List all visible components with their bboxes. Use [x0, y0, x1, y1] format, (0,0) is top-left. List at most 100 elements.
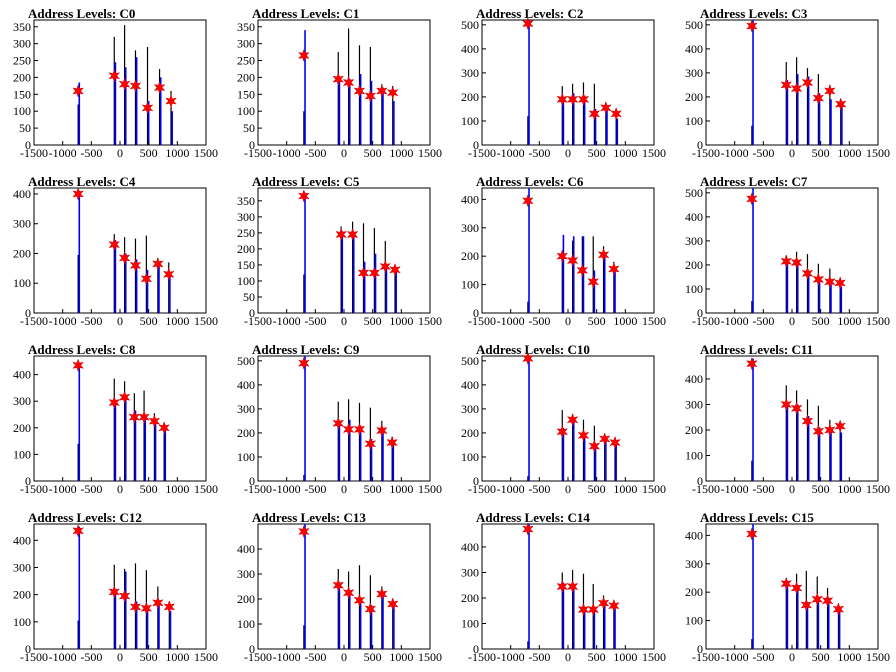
- level-marker: [812, 272, 825, 287]
- y-tick-label: 300: [685, 66, 703, 80]
- x-tick-label: -1000: [497, 314, 525, 328]
- y-tick-label: 400: [237, 378, 255, 392]
- level-marker: [151, 257, 164, 271]
- y-tick-label: 300: [685, 557, 703, 571]
- y-tick-label: 400: [685, 42, 703, 56]
- chart-svg: 0 100 200 300 400 -1500 -1000 -500 0 500 1000 1500: [13, 355, 218, 496]
- x-tick-label: -1500: [692, 146, 720, 160]
- level-marker: [342, 75, 355, 90]
- chart-title: Address Levels: C0: [28, 6, 136, 21]
- x-tick-label: 1000: [165, 482, 189, 496]
- x-tick-label: 0: [789, 482, 795, 496]
- x-tick-label: 1500: [418, 146, 442, 160]
- level-marker: [609, 435, 621, 450]
- plot-frame: [33, 523, 207, 650]
- y-tick-label: 300: [13, 217, 31, 231]
- x-tick-label: -1500: [692, 650, 720, 664]
- x-tick-label: -1000: [721, 650, 749, 664]
- plot-frame: [33, 187, 207, 314]
- level-marker: [72, 187, 84, 201]
- y-tick-label: 50: [19, 121, 31, 135]
- plot-frame: [257, 19, 431, 146]
- x-tick-label: -500: [528, 482, 550, 496]
- y-tick-label: 0: [249, 138, 255, 152]
- level-marker: [790, 581, 803, 595]
- level-marker: [118, 390, 131, 404]
- y-tick-label: 250: [237, 54, 255, 68]
- level-marker: [577, 428, 590, 443]
- y-tick-label: 0: [249, 642, 255, 656]
- level-marker: [72, 358, 84, 373]
- chart-svg: 0 100 200 300 400 -1500 -1000 -500 0 500 1000 1500: [13, 523, 218, 664]
- level-marker: [118, 589, 131, 603]
- x-tick-label: -500: [304, 482, 326, 496]
- level-marker: [298, 356, 310, 370]
- level-marker: [332, 416, 345, 431]
- x-tick-label: 500: [812, 650, 830, 664]
- chart-title: Address Levels: C1: [252, 6, 360, 21]
- x-tick-label: 1500: [642, 650, 666, 664]
- level-marker: [129, 79, 142, 93]
- level-marker: [364, 602, 377, 616]
- x-tick-label: 1000: [165, 146, 189, 160]
- x-tick-label: -1000: [273, 146, 301, 160]
- level-marker: [556, 424, 569, 439]
- y-tick-label: 300: [685, 234, 703, 248]
- level-marker: [780, 397, 793, 412]
- x-tick-label: 0: [341, 314, 347, 328]
- level-marker: [556, 579, 569, 594]
- chart-svg: 0 50 100 150 200 250 300 350 -1500 -1000 -500 0 500 1…: [237, 19, 442, 160]
- y-tick-label: 0: [697, 474, 703, 488]
- level-marker: [610, 106, 623, 121]
- y-tick-label: 0: [25, 138, 31, 152]
- level-marker: [598, 432, 611, 446]
- chart-panel: Address Levels: C10 0 100 200 300 400 500 -1500…: [448, 336, 672, 504]
- level-marker: [576, 263, 589, 278]
- y-tick-label: 400: [13, 368, 31, 382]
- x-tick-label: 500: [140, 482, 158, 496]
- level-marker: [566, 253, 579, 268]
- y-tick-label: 0: [473, 474, 479, 488]
- level-marker: [588, 106, 601, 121]
- y-tick-label: 100: [237, 274, 255, 288]
- y-tick-label: 500: [461, 354, 479, 368]
- x-tick-label: 1500: [194, 482, 218, 496]
- y-tick-label: 200: [461, 90, 479, 104]
- y-tick-label: 400: [685, 210, 703, 224]
- x-tick-label: -1500: [468, 314, 496, 328]
- level-marker: [780, 254, 793, 269]
- x-tick-label: -500: [528, 650, 550, 664]
- y-tick-label: 100: [13, 276, 31, 290]
- x-tick-label: 500: [588, 146, 606, 160]
- level-marker: [522, 351, 534, 366]
- x-tick-label: 1000: [613, 482, 637, 496]
- x-tick-label: -500: [752, 146, 774, 160]
- y-tick-label: 0: [473, 306, 479, 320]
- level-marker: [165, 94, 177, 108]
- chart-title: Address Levels: C11: [700, 342, 814, 357]
- x-tick-label: -1500: [244, 650, 272, 664]
- y-tick-label: 100: [461, 114, 479, 128]
- plot-frame: [33, 355, 207, 482]
- x-tick-label: -500: [80, 146, 102, 160]
- level-marker: [375, 423, 388, 438]
- x-tick-label: -1500: [468, 482, 496, 496]
- level-marker: [832, 602, 845, 616]
- y-tick-label: 400: [13, 533, 31, 547]
- y-tick-label: 100: [461, 278, 479, 292]
- x-tick-label: 500: [812, 314, 830, 328]
- x-tick-label: 1000: [389, 146, 413, 160]
- x-tick-label: -1500: [468, 650, 496, 664]
- x-tick-label: 0: [117, 482, 123, 496]
- x-tick-label: 500: [140, 146, 158, 160]
- y-tick-label: 50: [243, 121, 255, 135]
- x-tick-label: 500: [812, 146, 830, 160]
- level-marker: [140, 601, 153, 616]
- x-tick-label: -1500: [244, 314, 272, 328]
- x-tick-label: -1000: [497, 146, 525, 160]
- x-tick-label: 1000: [613, 650, 637, 664]
- y-tick-label: 300: [237, 37, 255, 51]
- y-tick-label: 200: [13, 421, 31, 435]
- x-tick-label: -500: [752, 482, 774, 496]
- y-tick-label: 100: [685, 114, 703, 128]
